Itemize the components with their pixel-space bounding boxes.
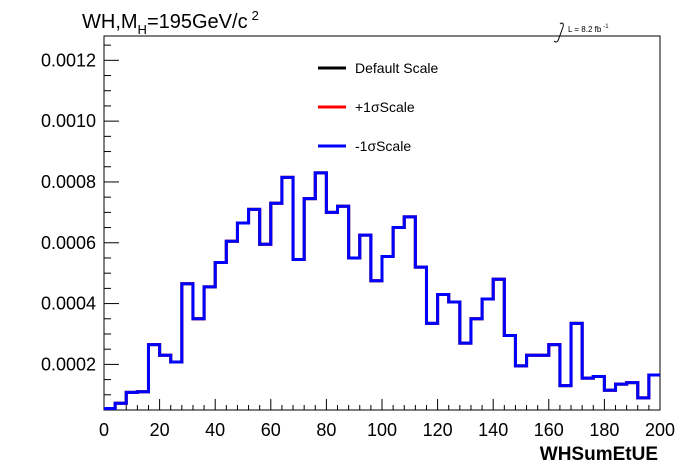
x-tick-label: 0 [99, 420, 109, 440]
y-tick-label: 0.0006 [41, 233, 96, 253]
luminosity-text: L = 8.2 fb -1 [568, 24, 609, 34]
x-tick-label: 160 [534, 420, 564, 440]
chart-title: WH,MH=195GeV/c 2 [82, 8, 259, 37]
legend-entry: +1σScale [355, 99, 415, 115]
x-tick-label: 140 [478, 420, 508, 440]
series-layer [104, 171, 660, 410]
integral-sign-icon [553, 22, 564, 43]
axis-ticks: 0 20 40 60 80 100 120 140 160 180 200 0.0002 0.0004 0… [41, 44, 675, 440]
x-tick-label: 100 [367, 420, 397, 440]
x-tick-label: 200 [645, 420, 675, 440]
legend-entry: Default Scale [355, 60, 438, 76]
x-tick-label: 60 [261, 420, 281, 440]
legend: Default Scale +1σScale -1σScale [318, 60, 438, 154]
series-line-2 [104, 171, 660, 410]
x-tick-label: 40 [205, 420, 225, 440]
y-tick-label: 0.0008 [41, 172, 96, 192]
y-tick-label: 0.0002 [41, 354, 96, 374]
y-tick-label: 0.0012 [41, 50, 96, 70]
series-line-1 [104, 171, 660, 410]
plot-frame [103, 35, 661, 411]
x-tick-label: 180 [589, 420, 619, 440]
luminosity-label: L = 8.2 fb -1 [553, 22, 609, 43]
series-line-0 [104, 171, 660, 410]
y-tick-label: 0.0010 [41, 111, 96, 131]
x-axis-label: WHSumEtUE [540, 444, 658, 465]
x-tick-label: 80 [316, 420, 336, 440]
x-tick-label: 120 [423, 420, 453, 440]
legend-entry: -1σScale [355, 138, 411, 154]
x-tick-label: 20 [150, 420, 170, 440]
y-tick-label: 0.0004 [41, 294, 96, 314]
